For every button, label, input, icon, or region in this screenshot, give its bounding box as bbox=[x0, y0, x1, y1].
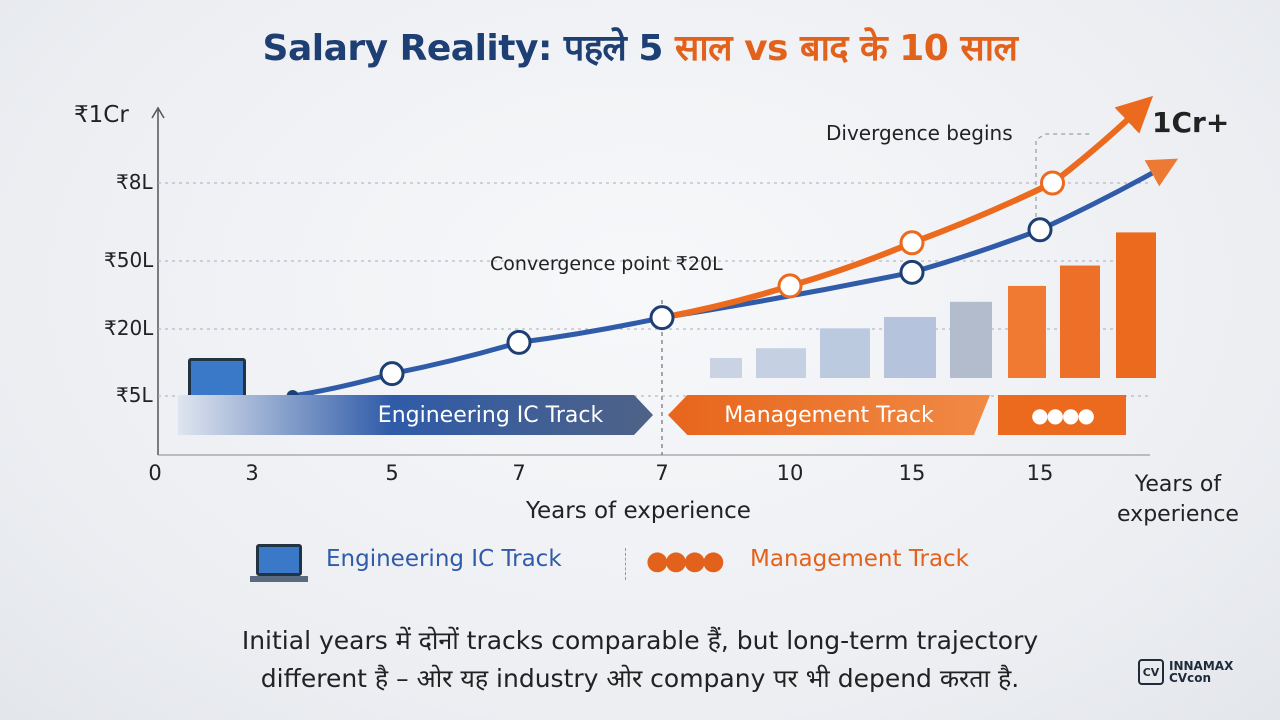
logo-sub: CVcon bbox=[1169, 671, 1211, 685]
data-point bbox=[777, 273, 803, 299]
data-point bbox=[1040, 170, 1065, 196]
data-point bbox=[379, 361, 405, 387]
x-tick-label: 5 bbox=[385, 461, 399, 485]
bar bbox=[884, 316, 936, 378]
x-tick-label: 10 bbox=[776, 461, 804, 485]
x-tick-label: 7 bbox=[512, 461, 526, 485]
logo-mark: CV bbox=[1138, 659, 1164, 685]
x-axis-title-right: Years of experience bbox=[1117, 472, 1239, 527]
ic-track-label: Engineering IC Track bbox=[377, 402, 604, 428]
data-point bbox=[1027, 217, 1053, 243]
legend-ic: Engineering IC Track bbox=[326, 546, 562, 572]
x-tick-label: 15 bbox=[898, 461, 926, 485]
bar bbox=[710, 358, 742, 378]
footnote: Initial years में दोनों tracks comparabl… bbox=[0, 622, 1280, 698]
legend-divider bbox=[625, 548, 627, 580]
bar bbox=[950, 301, 992, 378]
data-point bbox=[649, 305, 675, 331]
footnote-line-1: Initial years में दोनों tracks comparabl… bbox=[241, 626, 1039, 655]
bar bbox=[1116, 232, 1156, 378]
x-tick-label: 7 bbox=[655, 461, 669, 485]
top-annotation: 1Cr+ bbox=[1152, 106, 1230, 139]
mgmt-track-banner: Management Track bbox=[668, 395, 990, 435]
legend-ic-laptop-icon bbox=[250, 544, 308, 582]
x-axis-title: Years of experience bbox=[526, 498, 751, 524]
divergence-annotation: Divergence begins bbox=[826, 121, 1013, 145]
x-tick-label: 0 bbox=[148, 461, 162, 485]
title-part-2: साल vs बाद के 10 साल bbox=[674, 28, 1018, 69]
y-tick-label: ₹20L bbox=[104, 316, 154, 340]
logo-name: INNAMAX bbox=[1169, 659, 1234, 673]
x-tick-label: 3 bbox=[245, 461, 259, 485]
title-part-1: Salary Reality: पहले 5 bbox=[262, 28, 664, 69]
x-tick-label: 15 bbox=[1026, 461, 1054, 485]
ic-track-banner: Engineering IC Track bbox=[178, 395, 653, 435]
bar bbox=[756, 348, 806, 378]
y-tick-label: ₹1Cr bbox=[74, 102, 129, 128]
bar bbox=[1008, 285, 1046, 378]
legend-mgmt: Management Track bbox=[750, 546, 970, 572]
y-tick-label: ₹8L bbox=[116, 170, 153, 194]
data-point bbox=[899, 259, 925, 285]
page-title: Salary Reality: पहले 5 साल vs बाद के 10 … bbox=[0, 22, 1280, 71]
logo: CV INNAMAX CVcon bbox=[1138, 659, 1233, 685]
data-point bbox=[506, 329, 532, 355]
bar bbox=[820, 328, 870, 378]
y-tick-label: ₹50L bbox=[104, 248, 154, 272]
legend-people-icon: ●●●● bbox=[646, 546, 725, 576]
y-axis-arrow-icon bbox=[151, 106, 165, 119]
y-tick-label: ₹5L bbox=[116, 383, 153, 407]
convergence-annotation: Convergence point ₹20L bbox=[490, 253, 723, 275]
data-point bbox=[899, 230, 925, 256]
footnote-line-2: different है – ओर यह industry ओर company… bbox=[260, 664, 1020, 693]
bar bbox=[1060, 265, 1100, 378]
team-icon: ●●●● bbox=[998, 395, 1126, 435]
mgmt-track-label: Management Track bbox=[724, 402, 934, 428]
